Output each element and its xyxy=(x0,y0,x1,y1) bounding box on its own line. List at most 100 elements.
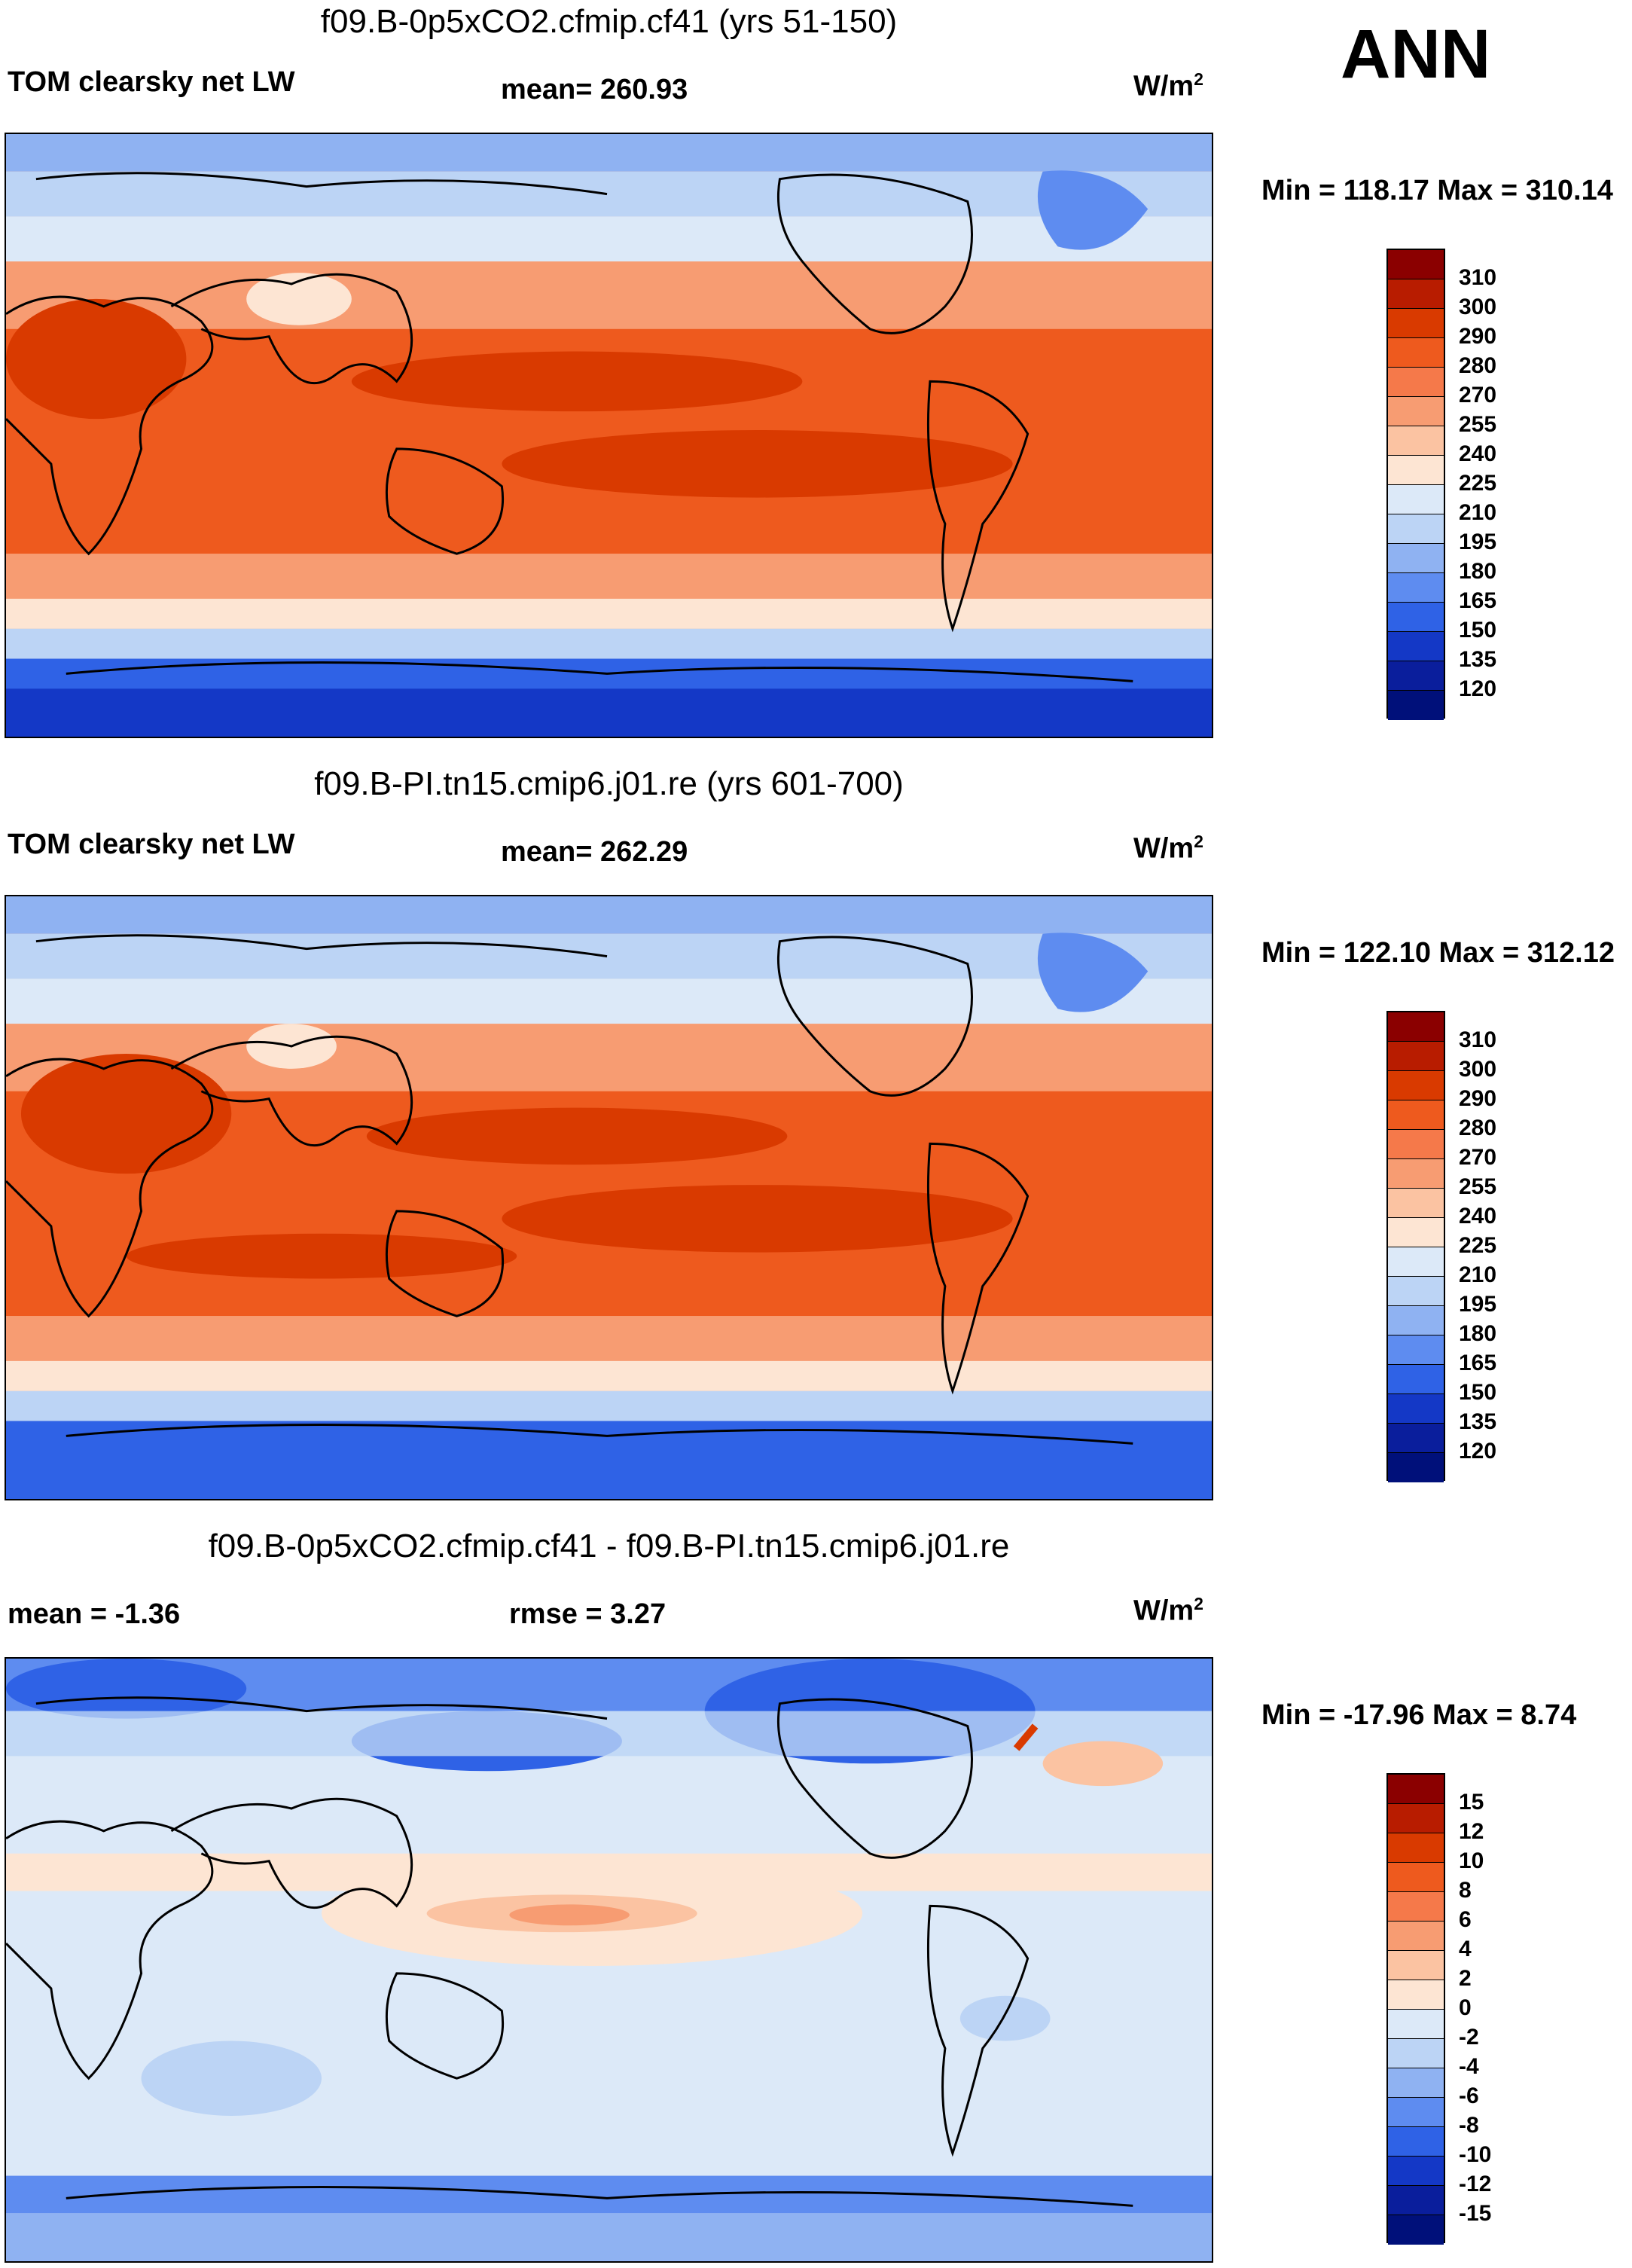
colorbar-tick-label: 270 xyxy=(1459,383,1497,408)
colorbar-segment xyxy=(1388,1071,1444,1100)
colorbar-tick-label: 165 xyxy=(1459,1351,1497,1375)
panel2-units: W/m2 xyxy=(1133,832,1203,865)
colorbar-segment xyxy=(1388,338,1444,368)
colorbar-segment xyxy=(1388,2186,1444,2215)
colorbar-segment xyxy=(1388,397,1444,426)
panel2-title: f09.B-PI.tn15.cmip6.j01.re (yrs 601-700) xyxy=(314,765,904,802)
colorbar-segment xyxy=(1388,514,1444,544)
colorbar-segment xyxy=(1388,2215,1444,2245)
panel1-colorbar-box xyxy=(1386,249,1445,720)
colorbar-segment xyxy=(1388,2039,1444,2068)
colorbar-tick-label: 10 xyxy=(1459,1848,1484,1873)
colorbar-tick-label: 150 xyxy=(1459,618,1497,643)
colorbar-segment xyxy=(1388,456,1444,485)
panel1-minmax: Min = 118.17 Max = 310.14 xyxy=(1261,175,1613,206)
units-exponent: 2 xyxy=(1194,1594,1203,1613)
colorbar-tick-label: 240 xyxy=(1459,1204,1497,1229)
colorbar-segment xyxy=(1388,250,1444,279)
colorbar-segment xyxy=(1388,1247,1444,1277)
colorbar-segment xyxy=(1388,691,1444,720)
colorbar-segment xyxy=(1388,2127,1444,2157)
colorbar-segment xyxy=(1388,1922,1444,1951)
colorbar-tick-label: 210 xyxy=(1459,1262,1497,1287)
colorbar-tick-label: 255 xyxy=(1459,1174,1497,1199)
colorbar-segment xyxy=(1388,1775,1444,1804)
colorbar-segment xyxy=(1388,1804,1444,1833)
colorbar-tick-label: 150 xyxy=(1459,1380,1497,1405)
colorbar-segment xyxy=(1388,1424,1444,1453)
colorbar-segment xyxy=(1388,279,1444,309)
colorbar-tick-label: 290 xyxy=(1459,324,1497,349)
colorbar-tick-label: -6 xyxy=(1459,2083,1479,2108)
colorbar-tick-label: 2 xyxy=(1459,1966,1472,1991)
colorbar-segment xyxy=(1388,1159,1444,1189)
colorbar-segment xyxy=(1388,544,1444,573)
panel3-units: W/m2 xyxy=(1133,1594,1203,1628)
colorbar-segment xyxy=(1388,368,1444,397)
colorbar-segment xyxy=(1388,1218,1444,1247)
colorbar-tick-label: 120 xyxy=(1459,676,1497,701)
colorbar-segment xyxy=(1388,1012,1444,1042)
colorbar-segment xyxy=(1388,1892,1444,1922)
colorbar-segment xyxy=(1388,573,1444,603)
panel2-colorbar-box xyxy=(1386,1011,1445,1482)
panel2-map xyxy=(5,895,1213,1500)
colorbar-tick-label: 0 xyxy=(1459,1995,1472,2020)
units-exponent: 2 xyxy=(1194,832,1203,851)
panel2-minmax: Min = 122.10 Max = 312.12 xyxy=(1261,937,1615,969)
colorbar-tick-label: -2 xyxy=(1459,2025,1479,2050)
panel3-colorbar-box xyxy=(1386,1773,1445,2245)
panel2-mean-label: mean= 262.29 xyxy=(501,836,688,868)
panel1-map-svg xyxy=(6,134,1212,737)
colorbar-segment xyxy=(1388,1394,1444,1424)
colorbar-tick-label: 180 xyxy=(1459,1321,1497,1346)
colorbar-segment xyxy=(1388,603,1444,632)
colorbar-tick-label: -8 xyxy=(1459,2113,1479,2138)
colorbar-tick-label: 12 xyxy=(1459,1819,1484,1844)
panel3-mean-label: mean = -1.36 xyxy=(8,1598,181,1630)
colorbar-tick-label: 8 xyxy=(1459,1878,1472,1903)
colorbar-segment xyxy=(1388,632,1444,661)
colorbar-segment xyxy=(1388,1189,1444,1218)
colorbar-segment xyxy=(1388,426,1444,456)
colorbar-tick-label: 255 xyxy=(1459,412,1497,437)
colorbar-tick-label: 195 xyxy=(1459,530,1497,554)
colorbar-tick-label: 280 xyxy=(1459,353,1497,378)
season-label: ANN xyxy=(1341,16,1491,93)
units-text: W/m xyxy=(1133,1595,1194,1627)
panel1-variable-label: TOM clearsky net LW xyxy=(8,66,295,98)
units-text: W/m xyxy=(1133,832,1194,865)
colorbar-segment xyxy=(1388,1863,1444,1892)
colorbar-segment xyxy=(1388,1335,1444,1365)
colorbar-segment xyxy=(1388,2157,1444,2186)
colorbar-segment xyxy=(1388,1453,1444,1482)
colorbar-tick-label: 15 xyxy=(1459,1790,1484,1815)
panel2-variable-label: TOM clearsky net LW xyxy=(8,829,295,860)
colorbar-segment xyxy=(1388,309,1444,338)
colorbar-tick-label: 240 xyxy=(1459,441,1497,466)
colorbar-tick-label: 135 xyxy=(1459,1409,1497,1434)
colorbar-tick-label: 310 xyxy=(1459,265,1497,290)
colorbar-segment xyxy=(1388,1306,1444,1335)
panel1-title: f09.B-0p5xCO2.cfmip.cf41 (yrs 51-150) xyxy=(320,3,898,40)
panel1-units: W/m2 xyxy=(1133,69,1203,103)
colorbar-segment xyxy=(1388,2098,1444,2127)
colorbar-tick-label: -15 xyxy=(1459,2201,1492,2226)
panel2-map-svg xyxy=(6,896,1212,1499)
panel3-rmse-label: rmse = 3.27 xyxy=(509,1598,667,1630)
panel3-title: f09.B-0p5xCO2.cfmip.cf41 - f09.B-PI.tn15… xyxy=(208,1528,1010,1564)
colorbar-tick-label: 210 xyxy=(1459,500,1497,525)
colorbar-segment xyxy=(1388,485,1444,514)
units-text: W/m xyxy=(1133,70,1194,102)
colorbar-tick-label: 6 xyxy=(1459,1907,1472,1932)
colorbar-tick-label: 195 xyxy=(1459,1292,1497,1317)
colorbar-tick-label: 135 xyxy=(1459,647,1497,672)
panel3-map-svg xyxy=(6,1659,1212,2261)
colorbar-segment xyxy=(1388,1980,1444,2010)
colorbar-tick-label: 300 xyxy=(1459,295,1497,319)
colorbar-segment xyxy=(1388,2010,1444,2039)
colorbar-tick-label: 180 xyxy=(1459,559,1497,584)
colorbar-tick-label: 225 xyxy=(1459,471,1497,496)
units-exponent: 2 xyxy=(1194,69,1203,89)
colorbar-segment xyxy=(1388,2068,1444,2098)
